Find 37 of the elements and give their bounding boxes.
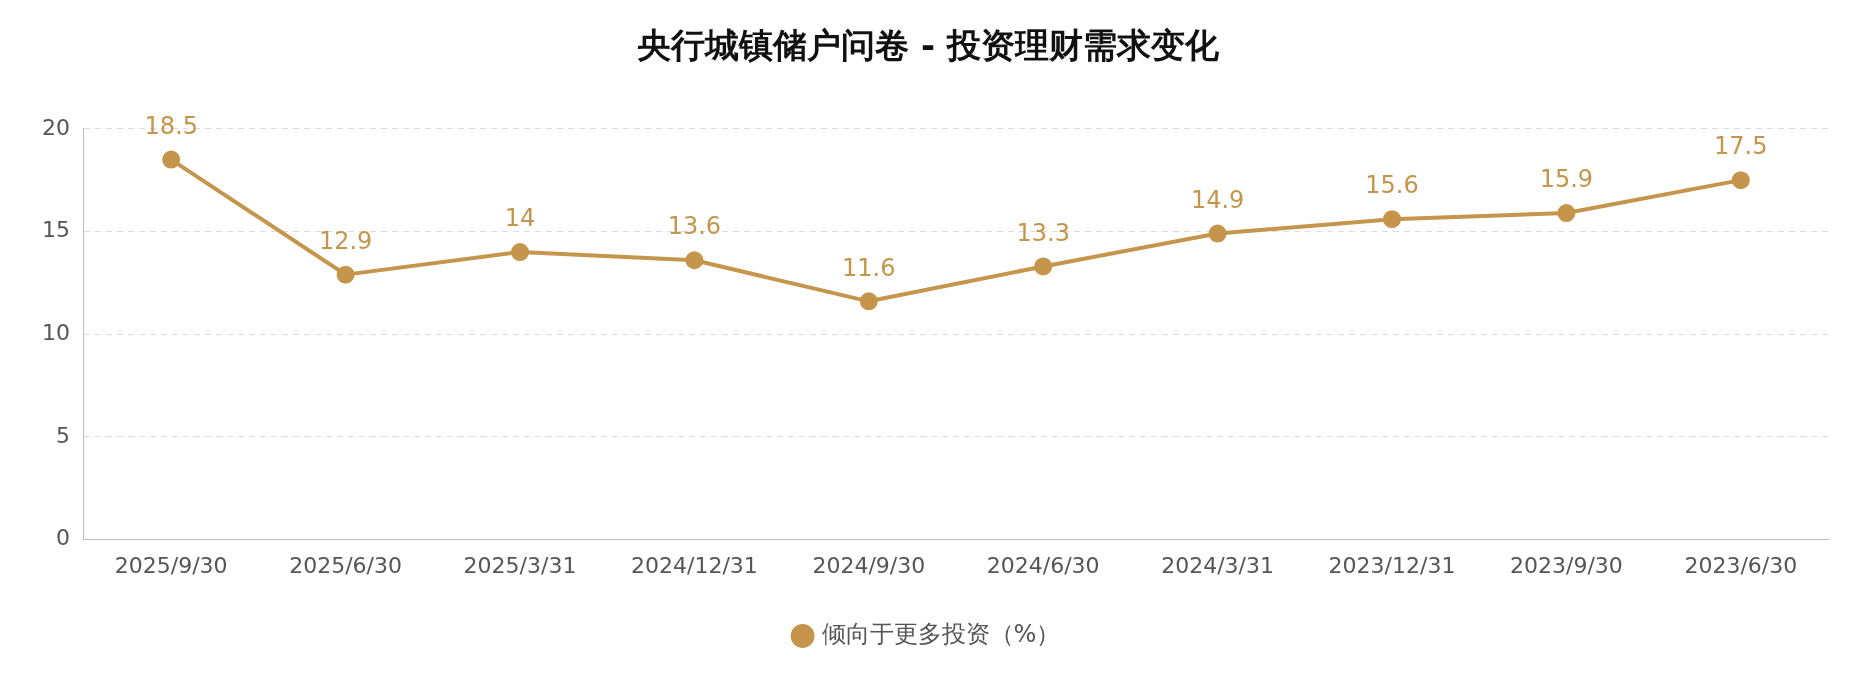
- y-tick-label: 20: [41, 114, 70, 140]
- x-tick-label: 2024/12/31: [630, 552, 758, 578]
- point: [1208, 224, 1227, 243]
- y-tick-label: 0: [55, 525, 70, 551]
- x-tick-label: 2024/9/30: [812, 552, 926, 578]
- y-tick-label: 15: [41, 217, 70, 243]
- x-tick-label: 2023/6/30: [1684, 552, 1798, 578]
- data-label: 14: [504, 204, 536, 233]
- point: [1383, 210, 1401, 229]
- data-label: 12.9: [318, 226, 373, 255]
- data-label: 15.6: [1365, 171, 1419, 200]
- data-label: 13.3: [1016, 218, 1070, 247]
- data-label: 17.5: [1714, 132, 1768, 161]
- point: [511, 243, 529, 262]
- data-label: 15.9: [1539, 165, 1594, 194]
- x-tick-label: 2024/6/30: [986, 552, 1100, 578]
- data-label: 14.9: [1190, 185, 1245, 214]
- y-tick-label: 5: [55, 422, 70, 448]
- x-tick-label: 2023/9/30: [1509, 552, 1623, 578]
- point: [1557, 204, 1576, 223]
- point: [1731, 171, 1750, 190]
- x-tick-label: 2025/3/31: [463, 552, 577, 578]
- x-tick-label: 2025/6/30: [289, 552, 402, 578]
- x-tick-label: 2024/3/31: [1161, 552, 1274, 578]
- point: [336, 265, 355, 284]
- x-tick-label: 2025/9/30: [114, 552, 228, 578]
- point: [859, 292, 878, 311]
- point: [685, 251, 704, 270]
- chart-title: 央行城镇储户问卷 - 投资理财需求变化: [637, 25, 1220, 66]
- data-label: 11.6: [842, 253, 896, 282]
- point: [162, 150, 181, 169]
- data-label: 13.6: [667, 212, 722, 241]
- legend-label: 倾向于更多投资（%）: [821, 620, 1061, 649]
- data-label: 18.5: [144, 111, 198, 140]
- point: [1034, 257, 1053, 276]
- y-tick-label: 10: [41, 319, 70, 345]
- x-tick-label: 2023/12/31: [1328, 552, 1456, 578]
